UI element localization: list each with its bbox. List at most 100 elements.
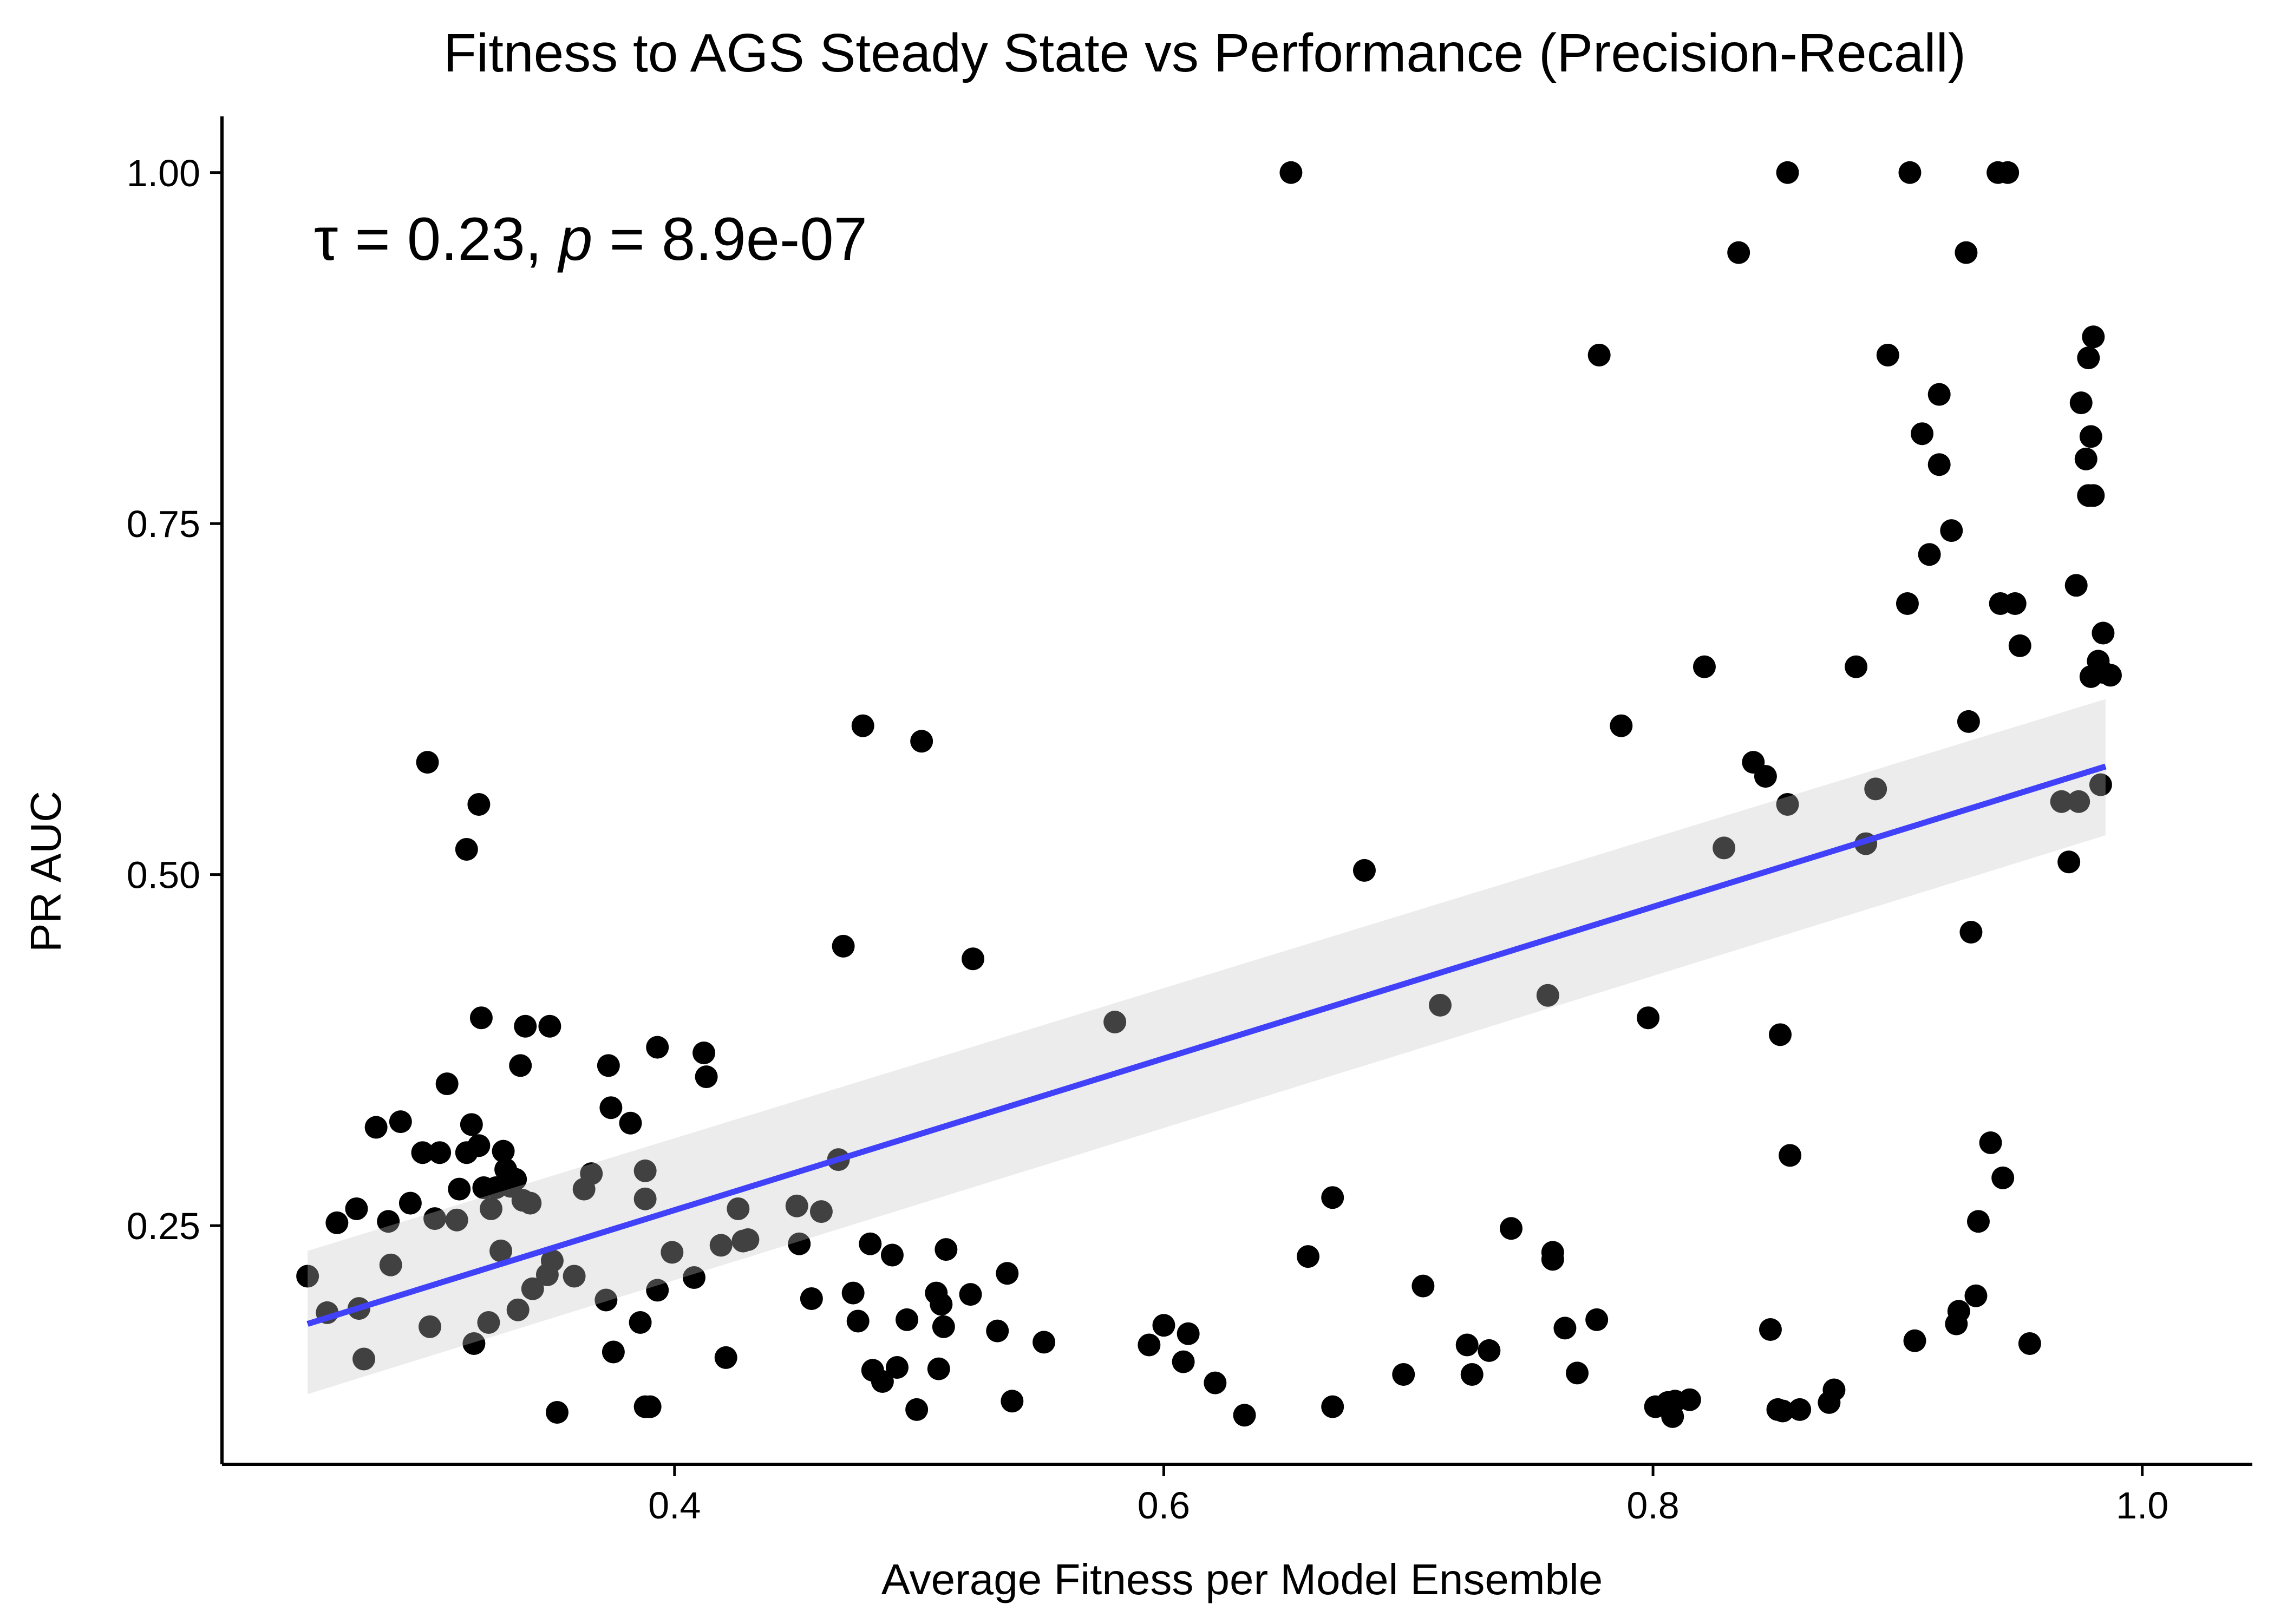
data-point <box>935 1238 958 1261</box>
p-value: = 8.9e-07 <box>592 205 867 273</box>
data-point <box>1637 1006 1660 1030</box>
data-point <box>580 1162 603 1186</box>
trend-line <box>306 763 2107 1327</box>
data-point <box>1392 1363 1415 1386</box>
x-tick-label: 0.6 <box>1138 1484 1190 1527</box>
data-point <box>492 1140 515 1163</box>
data-point <box>1876 343 1899 366</box>
data-point <box>1779 1144 1802 1167</box>
data-point <box>1352 859 1376 882</box>
data-point <box>597 1054 620 1077</box>
data-point <box>1585 1308 1609 1331</box>
data-point <box>602 1340 625 1364</box>
data-point <box>785 1194 808 1217</box>
data-point <box>1788 1398 1812 1421</box>
data-point <box>514 1014 537 1038</box>
data-point <box>1903 1329 1926 1352</box>
data-point <box>398 1191 422 1215</box>
data-point <box>1500 1217 1523 1240</box>
data-point <box>545 1401 568 1424</box>
data-point <box>540 1249 564 1272</box>
data-point <box>1233 1404 1256 1427</box>
data-point <box>1957 710 1980 733</box>
data-point <box>2092 621 2115 645</box>
data-point <box>959 1283 982 1306</box>
data-point <box>1610 714 1633 737</box>
data-point <box>2089 773 2112 796</box>
x-tick-label: 0.4 <box>648 1484 701 1527</box>
data-point <box>629 1311 652 1334</box>
data-point <box>460 1113 483 1136</box>
data-point <box>1896 592 1919 615</box>
data-point <box>599 1096 623 1119</box>
data-point <box>448 1177 471 1201</box>
data-point <box>1979 1131 2002 1155</box>
data-point <box>1455 1333 1479 1357</box>
data-point <box>910 730 933 753</box>
data-point <box>1460 1363 1484 1386</box>
data-point <box>2057 850 2081 874</box>
chart-title: Fitness to AGS Steady State vs Performan… <box>443 23 1966 83</box>
data-point <box>633 1187 657 1210</box>
data-point <box>932 1315 955 1338</box>
data-point <box>2069 391 2093 415</box>
data-point <box>800 1287 823 1310</box>
y-axis-label: PR AUC <box>22 791 70 952</box>
data-point <box>846 1309 870 1333</box>
data-point <box>1947 1300 1970 1323</box>
data-point <box>2077 346 2100 370</box>
y-tick-label: 0.75 <box>127 503 200 545</box>
data-point <box>1553 1317 1577 1340</box>
data-point <box>1940 519 1963 542</box>
data-point <box>352 1347 376 1371</box>
data-point <box>1964 1284 1988 1307</box>
data-point <box>1478 1339 1501 1362</box>
data-point <box>379 1253 402 1276</box>
data-point <box>727 1197 750 1220</box>
data-point <box>479 1197 502 1220</box>
data-point <box>646 1279 669 1302</box>
data-point <box>1966 1210 1990 1233</box>
data-point <box>619 1111 642 1135</box>
x-axis-ticks: 0.4 0.6 0.8 1.0 <box>648 1464 2168 1527</box>
data-point <box>509 1054 532 1077</box>
data-point <box>2003 592 2027 615</box>
data-point <box>377 1210 400 1233</box>
data-point <box>638 1395 662 1418</box>
data-point <box>519 1191 542 1215</box>
correlation-annotation: τ = 0.23, p = 8.9e-07 <box>314 205 867 273</box>
p-symbol: p <box>557 205 592 273</box>
data-point <box>1321 1395 1344 1418</box>
tau-value: = 0.23, <box>338 205 559 273</box>
data-point <box>1776 161 1799 184</box>
data-point <box>646 1036 669 1059</box>
data-point <box>2064 574 2088 597</box>
data-point <box>905 1398 929 1421</box>
axes: 0.4 0.6 0.8 1.0 0.25 0.50 0.75 1.00 <box>127 116 2252 1527</box>
data-point <box>1927 383 1951 406</box>
data-point <box>1001 1390 1024 1413</box>
data-point <box>788 1232 811 1255</box>
data-point <box>1279 161 1303 184</box>
data-point <box>416 751 439 774</box>
x-tick-label: 1.0 <box>2116 1484 2168 1527</box>
data-point <box>695 1065 718 1089</box>
data-point <box>709 1234 733 1257</box>
data-point <box>389 1110 412 1134</box>
data-point <box>428 1141 452 1164</box>
data-point <box>2099 664 2122 687</box>
y-tick-label: 1.00 <box>127 152 200 194</box>
data-point <box>962 947 985 971</box>
data-point <box>2018 1332 2041 1355</box>
data-point <box>1996 161 2020 184</box>
data-point <box>504 1168 527 1191</box>
data-point <box>1321 1186 1344 1209</box>
data-point <box>1822 1378 1846 1402</box>
data-point <box>1033 1331 1056 1354</box>
y-tick-label: 0.25 <box>127 1205 200 1247</box>
data-point <box>521 1277 544 1300</box>
data-point <box>880 1243 904 1267</box>
data-point <box>1693 655 1716 678</box>
y-axis-ticks: 0.25 0.50 0.75 1.00 <box>127 152 222 1247</box>
points-layer <box>296 161 2122 1428</box>
